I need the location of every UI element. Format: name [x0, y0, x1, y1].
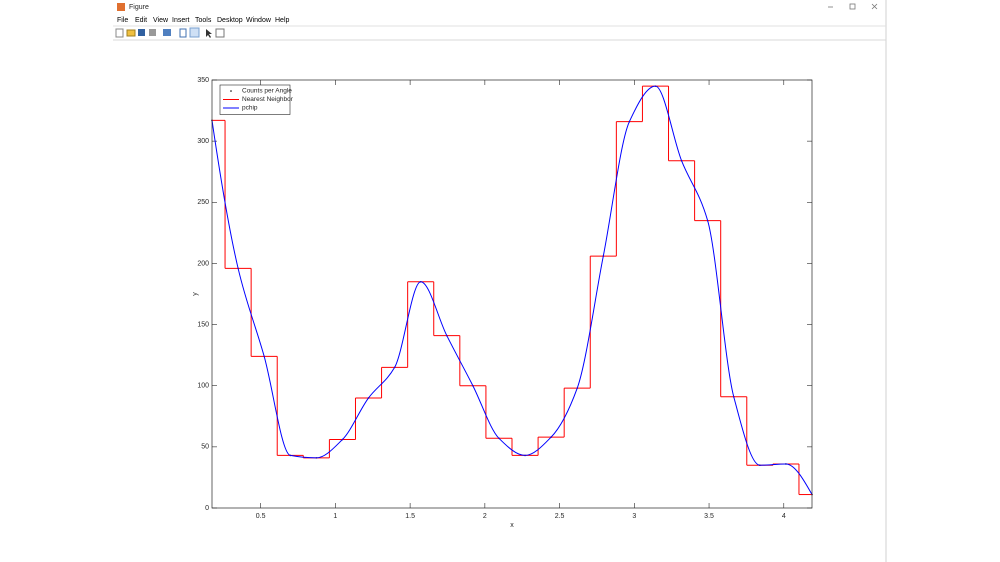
- tool-legend[interactable]: [189, 27, 200, 38]
- x-tick-label: 0.5: [256, 513, 266, 520]
- close[interactable]: [871, 3, 878, 10]
- menu-item[interactable]: Window: [246, 17, 272, 24]
- tool-colorbar[interactable]: [179, 28, 187, 38]
- y-tick-label: 250: [197, 199, 209, 206]
- app-icon: [117, 3, 125, 11]
- legend-symbol: [230, 90, 232, 92]
- menu-item[interactable]: View: [153, 17, 169, 24]
- y-tick-label: 300: [197, 138, 209, 145]
- legend-label: Counts per Angle: [242, 88, 292, 95]
- plot-area: [212, 80, 812, 508]
- y-tick-label: 0: [205, 505, 209, 512]
- x-tick-label: 2: [483, 513, 487, 520]
- legend-label: pchip: [242, 105, 258, 112]
- tool-print[interactable]: [149, 29, 156, 36]
- menu-bar: File Edit View Insert Tools Desktop Window Help: [117, 17, 290, 24]
- tool-pointer[interactable]: [206, 29, 212, 38]
- tool-property[interactable]: [215, 28, 225, 38]
- menu-item[interactable]: Tools: [195, 17, 212, 24]
- y-tick-label: 100: [197, 383, 209, 390]
- y-tick-label: 200: [197, 260, 209, 267]
- menu-item[interactable]: Desktop: [217, 17, 243, 24]
- axes: 0.5 1 1.5 2 2.5 3 3.5 4 0 50 100 150 200 250 300 350 x y C…: [192, 77, 813, 529]
- x-tick-label: 1: [333, 513, 337, 520]
- menu-item[interactable]: Insert: [172, 17, 190, 24]
- y-tick-label: 150: [197, 321, 209, 328]
- menu-item[interactable]: Help: [275, 17, 290, 24]
- toolbar: [115, 27, 225, 38]
- window-title: Figure: [129, 4, 149, 11]
- x-axis-label: x: [510, 522, 514, 529]
- y-tick-label: 350: [197, 77, 209, 84]
- y-tick-label: 50: [201, 444, 209, 451]
- menu-item[interactable]: Edit: [135, 17, 147, 24]
- tool-new[interactable]: [115, 28, 124, 38]
- axes-box: [211, 79, 813, 509]
- legend-label: Nearest Neighbor: [242, 96, 294, 103]
- x-tick-label: 4: [782, 513, 786, 520]
- x-tick-label: 1.5: [405, 513, 415, 520]
- y-axis-label: y: [192, 292, 199, 296]
- tool-link[interactable]: [163, 29, 171, 36]
- x-tick-label: 3.5: [704, 513, 714, 520]
- x-tick-label: 3: [632, 513, 636, 520]
- tool-open[interactable]: [126, 29, 136, 37]
- x-tick-label: 2.5: [555, 513, 565, 520]
- pchip-curve: [211, 85, 813, 495]
- window-controls: [828, 3, 878, 10]
- menu-item[interactable]: File: [117, 17, 128, 24]
- maximize[interactable]: [849, 3, 856, 10]
- tool-save[interactable]: [138, 29, 145, 36]
